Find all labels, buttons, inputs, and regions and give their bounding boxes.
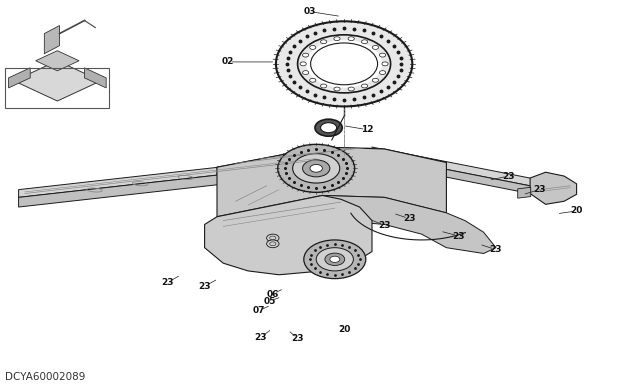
Circle shape [300, 62, 306, 66]
Polygon shape [19, 156, 322, 197]
Polygon shape [9, 68, 30, 88]
Text: 23: 23 [378, 221, 391, 230]
Circle shape [321, 123, 337, 133]
Circle shape [303, 71, 309, 75]
Text: 03: 03 [304, 7, 316, 16]
Circle shape [361, 40, 368, 44]
Text: 23: 23 [254, 333, 267, 342]
Polygon shape [530, 172, 577, 204]
Circle shape [373, 78, 379, 82]
Bar [5, 68, 109, 108]
Circle shape [309, 78, 316, 82]
Polygon shape [372, 147, 546, 189]
Text: 06: 06 [267, 289, 279, 299]
Circle shape [330, 256, 340, 262]
Text: 23: 23 [453, 231, 465, 241]
Circle shape [304, 240, 366, 279]
Polygon shape [205, 195, 372, 275]
Text: 12: 12 [361, 125, 373, 134]
Circle shape [382, 62, 388, 66]
Text: 23: 23 [403, 214, 415, 223]
Polygon shape [45, 26, 60, 54]
Circle shape [361, 84, 368, 88]
Circle shape [267, 234, 279, 242]
Circle shape [315, 119, 342, 136]
Circle shape [348, 87, 354, 91]
Circle shape [306, 40, 382, 88]
Polygon shape [84, 68, 106, 88]
Circle shape [373, 46, 379, 50]
Circle shape [334, 37, 340, 41]
Circle shape [316, 248, 353, 271]
Circle shape [278, 144, 355, 192]
Circle shape [379, 71, 386, 75]
Text: DCYA60002089: DCYA60002089 [5, 372, 86, 382]
Circle shape [303, 53, 309, 57]
Circle shape [267, 240, 279, 248]
Circle shape [321, 40, 327, 44]
Circle shape [379, 53, 386, 57]
Polygon shape [322, 195, 496, 253]
Circle shape [309, 46, 316, 50]
Text: 23: 23 [502, 171, 515, 181]
Text: 23: 23 [198, 282, 211, 291]
Polygon shape [217, 147, 446, 175]
Circle shape [325, 253, 345, 265]
Text: 05: 05 [264, 296, 276, 306]
Polygon shape [14, 61, 100, 101]
Circle shape [303, 160, 330, 177]
Polygon shape [518, 187, 531, 198]
Circle shape [321, 84, 327, 88]
Text: 23: 23 [490, 245, 502, 254]
Polygon shape [35, 51, 79, 71]
Polygon shape [372, 155, 546, 197]
Text: 23: 23 [533, 185, 546, 194]
Circle shape [276, 21, 412, 106]
Circle shape [310, 164, 322, 172]
Text: 23: 23 [161, 278, 174, 287]
Circle shape [334, 87, 340, 91]
Text: 07: 07 [253, 306, 265, 315]
Text: 02: 02 [222, 57, 234, 67]
Circle shape [348, 37, 354, 41]
Circle shape [293, 154, 340, 183]
Text: 23: 23 [291, 334, 304, 343]
Text: 20: 20 [570, 206, 583, 216]
Polygon shape [19, 163, 322, 207]
Polygon shape [217, 147, 446, 217]
Text: 20: 20 [338, 325, 350, 334]
